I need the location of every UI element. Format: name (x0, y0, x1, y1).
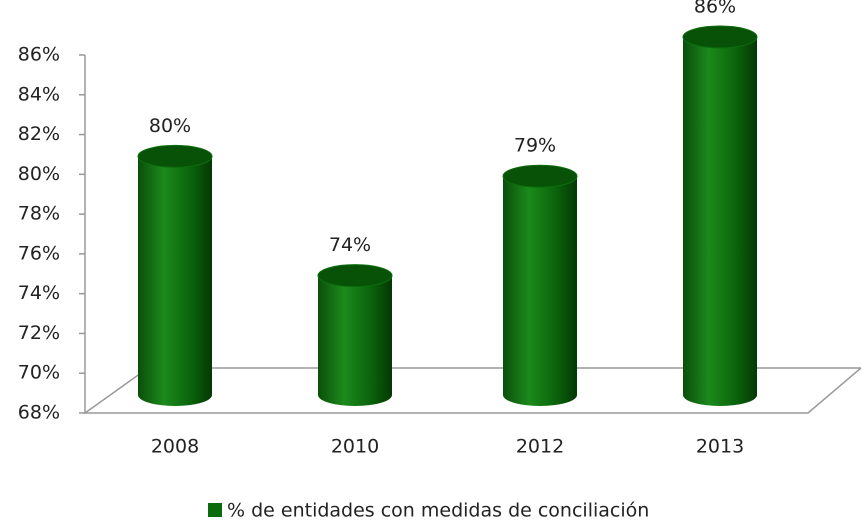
bar-top (137, 144, 213, 168)
y-tick-label: 72% (18, 322, 60, 344)
y-tick-label: 80% (18, 163, 60, 185)
bar (138, 156, 212, 406)
y-tick-label: 68% (18, 402, 60, 424)
data-label: 80% (149, 115, 191, 137)
x-tick-label: 2010 (331, 436, 379, 458)
y-tick-label: 76% (18, 242, 60, 264)
y-tick-label: 84% (18, 83, 60, 105)
y-tick-label: 74% (18, 282, 60, 304)
data-label: 74% (329, 234, 371, 256)
bar (503, 176, 577, 406)
legend-label: % de entidades con medidas de conciliaci… (227, 500, 649, 522)
data-label: 86% (694, 0, 736, 18)
y-tick-label: 86% (18, 44, 60, 66)
bar (683, 37, 757, 406)
x-tick-label: 2012 (516, 436, 564, 458)
data-label: 79% (514, 135, 556, 157)
bar-top (502, 164, 578, 188)
bar (318, 275, 392, 406)
bar-top (682, 25, 758, 49)
x-tick-label: 2013 (696, 436, 744, 458)
y-tick-label: 82% (18, 123, 60, 145)
legend-swatch (208, 503, 222, 517)
y-tick-label: 70% (18, 362, 60, 384)
bar-top (317, 264, 393, 288)
y-tick-label: 78% (18, 203, 60, 225)
floor (82, 367, 861, 414)
x-tick-label: 2008 (151, 436, 199, 458)
